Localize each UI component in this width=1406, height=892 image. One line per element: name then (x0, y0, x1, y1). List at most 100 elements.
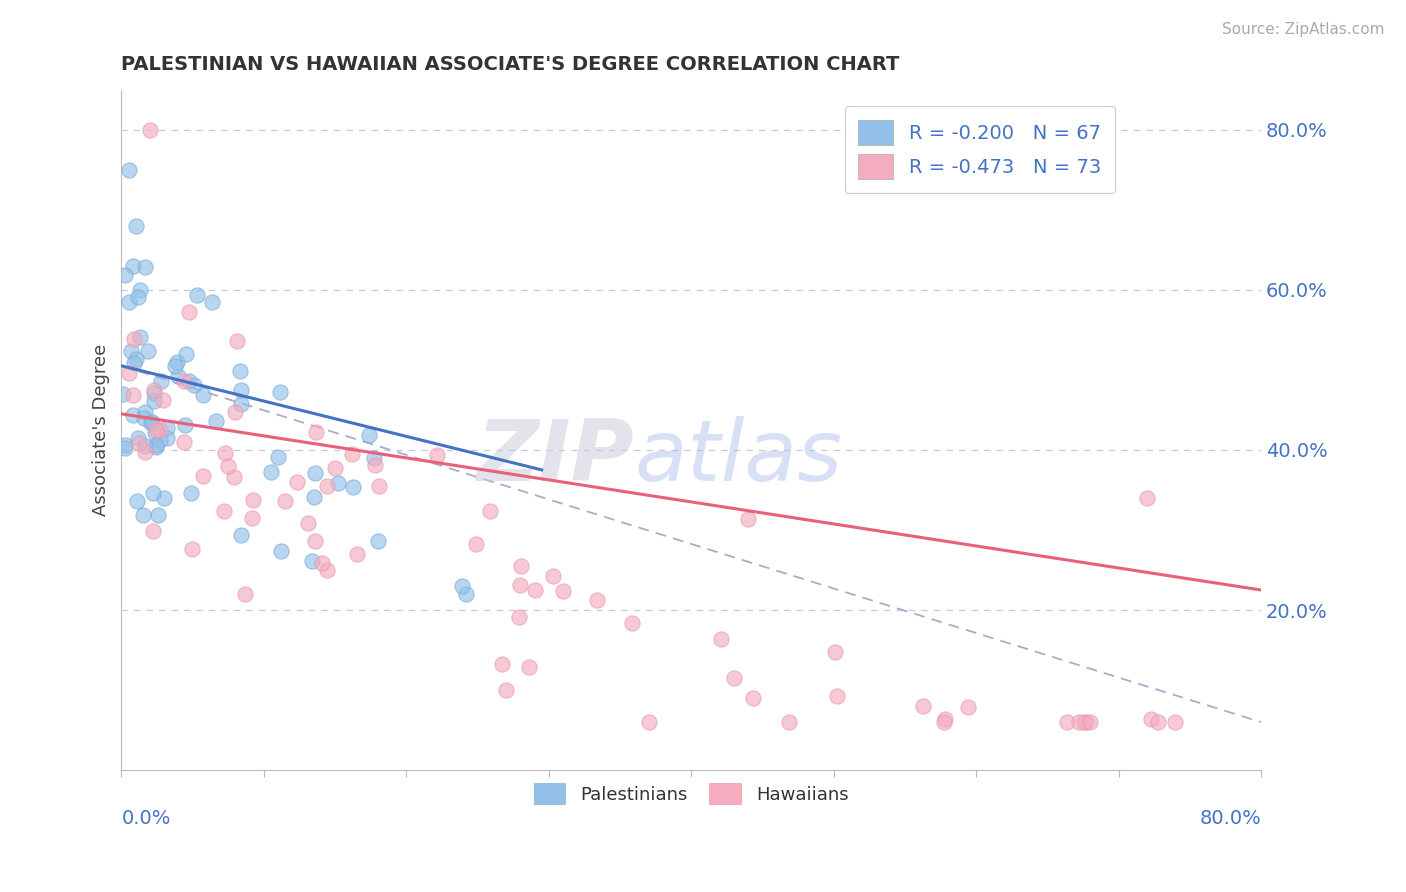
Point (134, 411, 156, 425)
Point (346, 547, 368, 561)
Point (478, 504, 501, 518)
Point (1074, 715, 1097, 730)
Point (301, 554, 323, 568)
Point (509, 578, 531, 592)
Point (173, 434, 195, 449)
Point (142, 394, 165, 409)
Point (342, 480, 364, 494)
Point (181, 542, 204, 557)
Point (269, 385, 291, 400)
Point (142, 486, 165, 500)
Point (233, 587, 256, 601)
Point (1078, 715, 1101, 730)
Point (723, 671, 745, 685)
Point (132, 508, 155, 522)
Point (224, 405, 246, 419)
Point (167, 369, 190, 384)
Point (111, 387, 134, 401)
Point (122, 408, 145, 422)
Point (270, 543, 292, 558)
Point (368, 478, 391, 492)
Point (136, 344, 159, 359)
Point (778, 715, 800, 730)
Point (193, 469, 215, 483)
Point (134, 439, 156, 453)
Point (225, 334, 247, 348)
Point (228, 363, 250, 377)
Point (224, 469, 246, 483)
Point (124, 356, 146, 370)
Point (141, 416, 163, 430)
Point (508, 610, 530, 624)
Point (191, 388, 214, 402)
Point (1073, 715, 1095, 730)
Point (145, 438, 167, 452)
Point (152, 392, 174, 407)
Point (114, 442, 136, 456)
Point (517, 660, 540, 674)
Point (304, 466, 326, 480)
Point (134, 445, 156, 459)
Point (304, 491, 326, 505)
Point (932, 715, 955, 730)
Point (125, 351, 148, 366)
Point (328, 475, 350, 490)
Text: atlas: atlas (634, 416, 842, 499)
Point (367, 533, 389, 548)
Point (304, 533, 326, 548)
Point (585, 593, 607, 607)
Point (342, 447, 364, 461)
Point (122, 387, 145, 401)
Point (451, 579, 474, 593)
Point (117, 162, 139, 177)
Point (177, 374, 200, 388)
Point (1164, 715, 1187, 730)
Point (143, 425, 166, 440)
Point (114, 438, 136, 452)
Point (120, 343, 142, 358)
Text: Source: ZipAtlas.com: Source: ZipAtlas.com (1222, 22, 1385, 37)
Point (363, 451, 385, 466)
Point (824, 645, 846, 659)
Legend: Palestinians, Hawaiians: Palestinians, Hawaiians (526, 776, 856, 813)
Point (205, 415, 228, 429)
Point (142, 524, 165, 538)
Point (1056, 715, 1078, 730)
Point (305, 425, 328, 439)
Point (464, 536, 486, 550)
Point (620, 615, 643, 630)
Point (454, 587, 477, 601)
Point (541, 569, 564, 583)
Point (741, 691, 763, 706)
Point (145, 440, 167, 454)
Point (1069, 715, 1091, 730)
Point (316, 478, 339, 492)
Point (148, 508, 170, 523)
Point (285, 475, 308, 489)
Text: PALESTINIAN VS HAWAIIAN ASSOCIATE'S DEGREE CORRELATION CHART: PALESTINIAN VS HAWAIIAN ASSOCIATE'S DEGR… (121, 55, 900, 74)
Point (156, 431, 179, 445)
Point (156, 420, 179, 434)
Point (141, 415, 163, 429)
Point (145, 423, 167, 437)
Point (127, 431, 149, 445)
Point (311, 556, 333, 570)
Point (524, 583, 547, 598)
Point (114, 268, 136, 282)
Point (117, 295, 139, 310)
Point (166, 355, 188, 369)
Point (125, 493, 148, 508)
Text: ZIP: ZIP (477, 416, 634, 499)
Point (825, 689, 848, 703)
Point (180, 486, 202, 500)
Point (153, 491, 176, 506)
Point (710, 632, 733, 646)
Point (128, 436, 150, 450)
Point (173, 417, 195, 432)
Point (121, 259, 143, 273)
Point (129, 283, 152, 297)
Point (638, 715, 661, 730)
Point (231, 383, 253, 397)
Point (214, 446, 236, 460)
Point (149, 423, 172, 437)
